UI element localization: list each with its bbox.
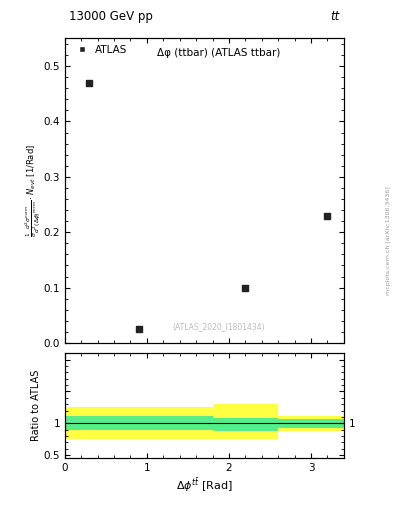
Y-axis label: $\frac{1}{\sigma}\frac{d^{2}\sigma^{norm}}{d^{2}(\Delta\phi)^{norm}}\cdot N_{evt: $\frac{1}{\sigma}\frac{d^{2}\sigma^{norm… — [23, 144, 42, 237]
Y-axis label: Ratio to ATLAS: Ratio to ATLAS — [31, 370, 41, 441]
Text: (ATLAS_2020_I1801434): (ATLAS_2020_I1801434) — [172, 322, 264, 331]
Point — [136, 325, 142, 333]
Text: Δφ (ttbar) (ATLAS ttbar): Δφ (ttbar) (ATLAS ttbar) — [157, 48, 280, 57]
Point — [242, 284, 248, 292]
Text: 13000 GeV pp: 13000 GeV pp — [69, 10, 152, 23]
Text: tt: tt — [331, 10, 340, 23]
Point — [86, 79, 93, 87]
X-axis label: $\Delta\phi^{t\bar{t}}$ [Rad]: $\Delta\phi^{t\bar{t}}$ [Rad] — [176, 476, 233, 494]
Text: mcplots.cern.ch [arXiv:1306.3436]: mcplots.cern.ch [arXiv:1306.3436] — [386, 186, 391, 295]
Point — [324, 211, 331, 220]
Legend: ATLAS: ATLAS — [69, 42, 130, 57]
